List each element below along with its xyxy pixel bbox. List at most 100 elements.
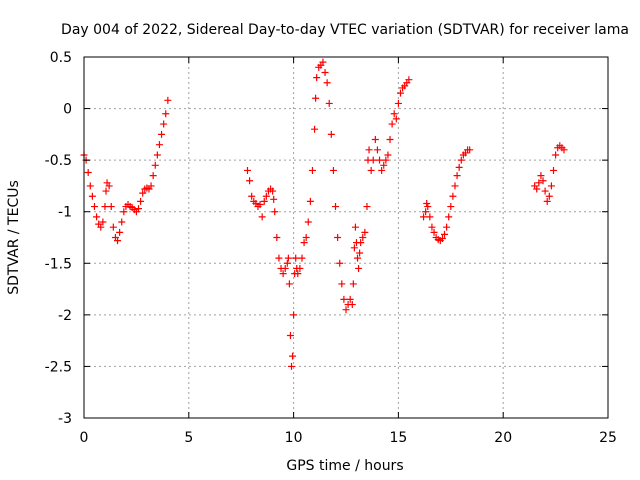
data-point — [356, 249, 364, 257]
x-tick-label: 15 — [389, 430, 407, 446]
data-point — [396, 89, 404, 97]
data-point — [420, 213, 428, 221]
data-point — [153, 151, 161, 159]
data-point — [302, 234, 310, 241]
data-point — [300, 239, 308, 247]
data-point — [256, 200, 264, 208]
data-point — [284, 254, 292, 262]
series-segment-3 — [420, 146, 474, 245]
data-point — [336, 259, 344, 267]
data-point — [351, 223, 359, 231]
data-point — [90, 203, 98, 211]
data-point — [533, 185, 541, 193]
data-point — [424, 203, 432, 211]
data-point — [97, 223, 105, 231]
data-point — [147, 182, 155, 190]
data-point — [422, 208, 430, 216]
data-point — [449, 192, 457, 200]
data-point — [116, 228, 124, 236]
data-point — [334, 234, 342, 241]
data-point — [139, 189, 147, 197]
series-segment-1 — [80, 96, 172, 245]
data-point — [535, 179, 543, 187]
y-tick-label: 0 — [63, 102, 72, 118]
data-point — [323, 79, 331, 87]
data-point — [86, 182, 94, 190]
x-tick-label: 25 — [599, 430, 617, 446]
y-tick-label: -0.5 — [45, 153, 72, 169]
data-point — [298, 254, 306, 262]
x-tick-label: 5 — [184, 430, 193, 446]
data-point — [453, 172, 461, 180]
data-point — [308, 166, 316, 174]
data-point — [560, 146, 568, 154]
data-point — [332, 203, 340, 211]
data-point — [365, 146, 373, 154]
data-point — [550, 166, 558, 174]
data-point — [363, 203, 371, 211]
data-point — [349, 280, 357, 288]
data-point — [292, 254, 300, 262]
data-point — [457, 156, 465, 164]
y-axis-label: SDTVAR / TECUs — [6, 180, 22, 295]
data-point — [283, 259, 291, 267]
data-point — [325, 99, 333, 107]
data-point — [327, 130, 335, 138]
data-point — [101, 203, 109, 211]
data-point — [260, 197, 268, 205]
data-point — [441, 230, 449, 238]
data-point — [451, 182, 459, 190]
data-point — [114, 237, 122, 245]
data-point — [289, 352, 297, 360]
data-point — [160, 120, 168, 128]
data-point — [426, 213, 434, 221]
data-point — [539, 177, 547, 185]
data-point — [547, 182, 555, 190]
data-point — [137, 197, 145, 205]
data-point — [294, 270, 302, 278]
data-point — [543, 197, 551, 205]
data-point — [367, 166, 375, 174]
chart-title: Day 004 of 2022, Sidereal Day-to-day VTE… — [61, 22, 629, 38]
data-point — [102, 187, 110, 195]
data-point — [109, 223, 117, 231]
data-point — [258, 213, 266, 221]
x-tick-label: 20 — [494, 430, 512, 446]
data-point — [271, 208, 279, 216]
x-axis-label: GPS time / hours — [286, 458, 403, 474]
data-point — [392, 115, 400, 123]
data-point — [149, 172, 157, 180]
data-point — [380, 161, 388, 169]
data-point — [313, 74, 321, 82]
data-point — [357, 239, 365, 247]
data-point — [388, 120, 396, 128]
data-point — [373, 146, 381, 154]
data-point — [541, 187, 549, 195]
data-point — [120, 208, 128, 216]
data-point — [248, 192, 256, 200]
data-point — [361, 228, 369, 236]
data-point — [99, 218, 107, 226]
data-point — [545, 192, 553, 200]
data-point — [262, 192, 270, 200]
data-point — [296, 264, 304, 272]
data-point — [447, 203, 455, 211]
data-point — [288, 362, 296, 370]
data-point — [319, 58, 327, 66]
data-point — [286, 331, 294, 339]
data-point — [348, 301, 356, 309]
data-point — [394, 99, 402, 107]
y-tick-label: -2.5 — [45, 359, 72, 375]
data-point — [246, 177, 254, 185]
data-point — [107, 203, 115, 211]
plot-frame — [83, 56, 609, 419]
data-point — [312, 94, 320, 102]
data-point — [134, 205, 142, 213]
data-point — [290, 311, 298, 319]
data-point — [355, 264, 363, 272]
data-point — [273, 234, 281, 241]
data-point — [537, 172, 545, 180]
data-point — [285, 280, 293, 288]
data-point — [552, 151, 560, 159]
data-point — [329, 166, 337, 174]
